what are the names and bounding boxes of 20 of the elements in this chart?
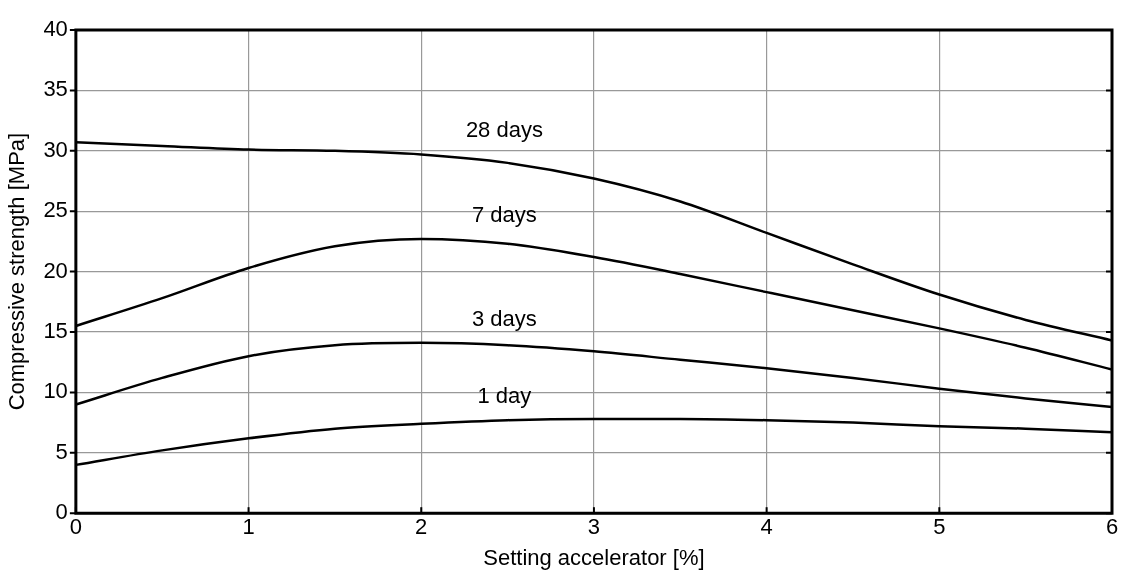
y-tick-label: 40 — [43, 16, 68, 42]
y-tick-label: 35 — [43, 76, 68, 102]
y-tick-label: 20 — [43, 257, 68, 283]
x-tick-label: 1 — [242, 514, 255, 540]
y-axis-title: Compressive strength [MPa] — [4, 132, 30, 411]
x-tick-label: 6 — [1105, 514, 1119, 540]
x-tick-label: 4 — [760, 514, 773, 540]
series-label: 3 days — [472, 305, 537, 331]
y-tick-label: 10 — [43, 378, 68, 404]
series-label: 28 days — [465, 117, 543, 143]
y-tick-label: 15 — [43, 318, 68, 344]
x-axis-title: Setting accelerator [%] — [483, 544, 705, 570]
x-tick-label: 5 — [933, 514, 946, 540]
series-label: 7 days — [472, 202, 537, 228]
x-tick-label: 3 — [587, 514, 601, 540]
x-tick-label: 2 — [415, 514, 428, 540]
y-tick-label: 30 — [43, 136, 68, 162]
y-tick-label: 25 — [43, 197, 68, 223]
series-label: 1 day — [477, 383, 532, 409]
y-tick-label: 5 — [55, 438, 68, 464]
